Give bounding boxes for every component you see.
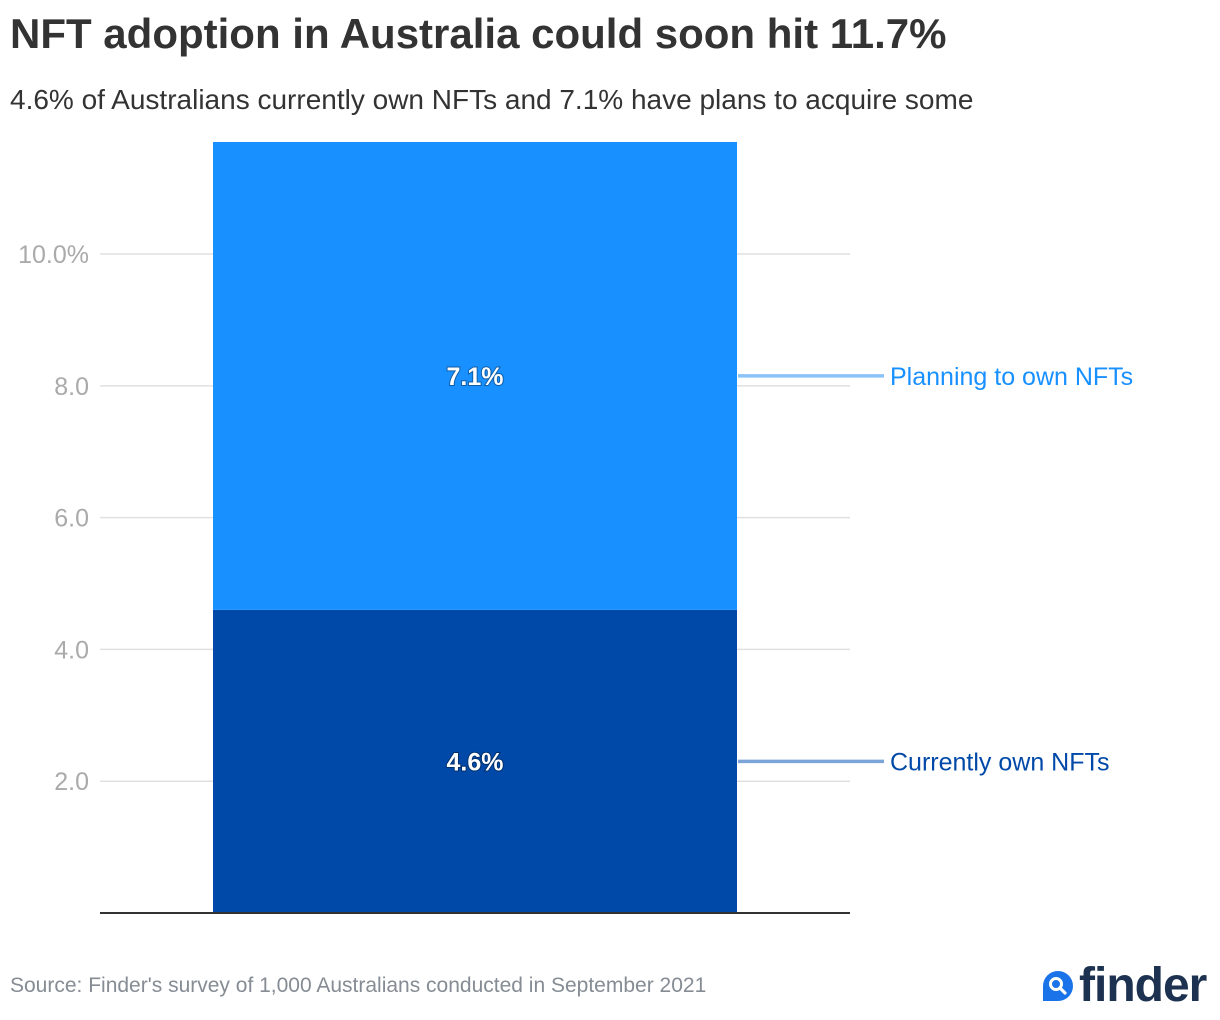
y-tick-label: 2.0 [54, 768, 89, 796]
bar-segment [213, 142, 737, 610]
y-tick-label: 8.0 [54, 373, 89, 401]
data-label: 4.6% [447, 748, 504, 776]
legend-label-current: Currently own NFTs [890, 748, 1110, 776]
y-tick-label: 4.0 [54, 636, 89, 664]
chart-subtitle: 4.6% of Australians currently own NFTs a… [10, 84, 974, 115]
logo-wordmark: finder [1079, 959, 1207, 1012]
finder-logo: finder [1041, 958, 1207, 1014]
data-label: 7.1% [447, 363, 504, 391]
legend-label-planning: Planning to own NFTs [890, 363, 1133, 391]
search-magnifier-icon [1043, 971, 1073, 1001]
y-tick-label: 10.0% [18, 241, 89, 269]
bar-segment [213, 609, 737, 913]
chart-title: NFT adoption in Australia could soon hit… [10, 10, 947, 57]
y-tick-label: 6.0 [54, 505, 89, 533]
source-note: Source: Finder's survey of 1,000 Austral… [10, 974, 707, 997]
